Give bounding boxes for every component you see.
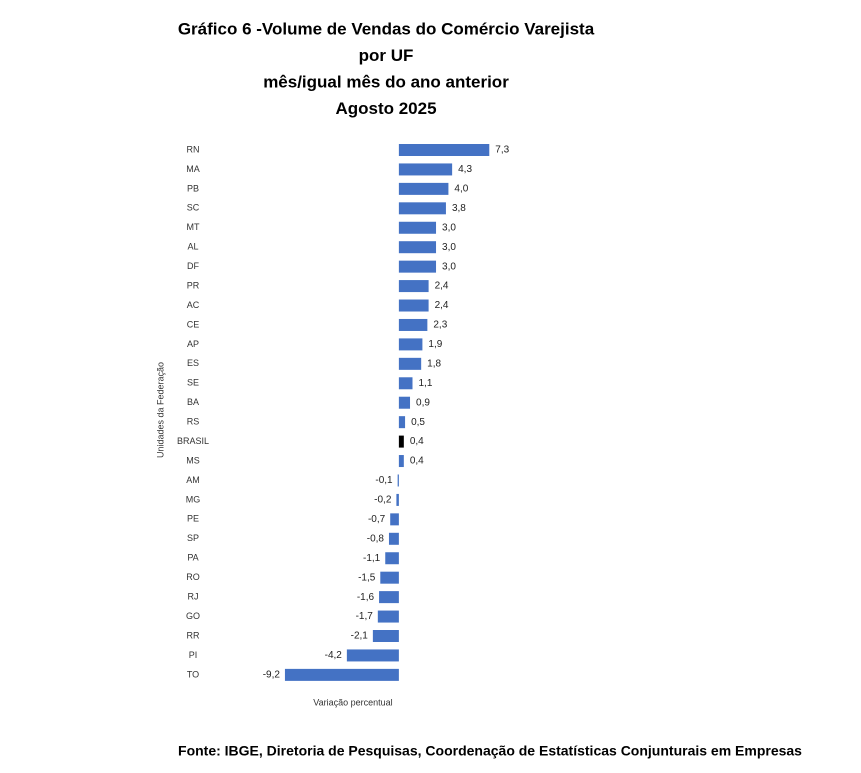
- value-label: 0,4: [410, 456, 424, 467]
- value-label: 0,5: [411, 417, 425, 428]
- value-label: 3,0: [442, 242, 456, 253]
- y-tick-label: RS: [187, 417, 200, 427]
- bar: [398, 416, 406, 429]
- bar: [398, 280, 429, 293]
- y-tick-label: AM: [186, 475, 200, 485]
- chart-title: Gráfico 6 -Volume de Vendas do Comércio …: [178, 19, 595, 38]
- y-tick-label: RO: [186, 572, 200, 582]
- y-tick-label: DF: [187, 261, 199, 271]
- bar: [379, 591, 399, 604]
- value-label: -1,6: [357, 592, 375, 603]
- y-tick-label: MS: [186, 455, 200, 465]
- value-label: -1,5: [358, 572, 376, 583]
- value-label: -9,2: [263, 670, 281, 681]
- chart-title: Agosto 2025: [335, 99, 436, 118]
- bar: [385, 552, 399, 565]
- bar: [398, 182, 449, 195]
- y-tick-label: BA: [187, 397, 199, 407]
- bar: [372, 630, 399, 642]
- y-tick-label: CE: [187, 319, 200, 329]
- y-axis-label: Unidades da Federação: [155, 362, 165, 458]
- y-tick-label: BRASIL: [177, 436, 209, 446]
- bar: [380, 571, 399, 584]
- value-label: 4,3: [458, 164, 472, 175]
- chart-title: mês/igual mês do ano anterior: [263, 72, 509, 91]
- value-label: 3,0: [442, 261, 456, 272]
- y-tick-label: PA: [187, 553, 198, 563]
- bar: [398, 357, 422, 370]
- value-label: 1,1: [419, 378, 433, 389]
- bar: [390, 513, 399, 526]
- y-tick-label: AC: [187, 300, 200, 310]
- bar: [398, 221, 437, 234]
- bar: [398, 435, 404, 448]
- bar: [398, 396, 411, 409]
- value-label: 3,0: [442, 222, 456, 233]
- bar: [398, 144, 490, 156]
- bar: [398, 377, 413, 390]
- value-label: -2,1: [351, 631, 369, 642]
- bar: [398, 260, 437, 273]
- value-label: 2,4: [435, 281, 449, 292]
- y-tick-label: RR: [187, 630, 200, 640]
- value-label: -0,8: [367, 533, 385, 544]
- y-tick-label: AL: [187, 242, 198, 252]
- bar: [398, 318, 428, 331]
- y-tick-label: SE: [187, 378, 199, 388]
- bar: [398, 299, 429, 312]
- y-tick-label: RJ: [188, 591, 199, 601]
- value-label: 3,8: [452, 203, 466, 214]
- y-tick-label: MA: [186, 164, 200, 174]
- value-label: 7,3: [495, 145, 509, 156]
- bar: [388, 532, 399, 545]
- y-tick-label: PI: [189, 650, 198, 660]
- x-axis-label: Variação percentual: [313, 697, 392, 707]
- bar: [398, 202, 446, 215]
- value-label: -1,7: [356, 611, 374, 622]
- value-label: 0,4: [410, 436, 424, 447]
- value-label: 1,8: [427, 358, 441, 369]
- y-tick-label: MT: [187, 222, 200, 232]
- y-tick-label: SP: [187, 533, 199, 543]
- y-tick-label: TO: [187, 669, 199, 679]
- source: Fonte: IBGE, Diretoria de Pesquisas, Coo…: [178, 743, 802, 759]
- value-label: 0,9: [416, 397, 430, 408]
- y-tick-label: RN: [187, 144, 200, 154]
- value-label: -0,7: [368, 514, 386, 525]
- y-tick-label: PR: [187, 280, 200, 290]
- y-tick-label: AP: [187, 339, 199, 349]
- bar: [346, 649, 399, 662]
- value-label: 4,0: [454, 184, 468, 195]
- y-tick-label: ES: [187, 358, 199, 368]
- bar: [377, 610, 399, 623]
- value-label: -0,1: [375, 475, 393, 486]
- y-tick-label: PE: [187, 514, 199, 524]
- bar: [398, 338, 423, 351]
- value-label: 2,3: [433, 320, 447, 331]
- value-label: -1,1: [363, 553, 381, 564]
- value-label: 1,9: [428, 339, 442, 350]
- chart-title: por UF: [359, 46, 414, 65]
- bar: [396, 493, 399, 506]
- bar: [397, 474, 399, 487]
- y-tick-label: SC: [187, 203, 200, 213]
- y-tick-label: GO: [186, 611, 200, 621]
- bar: [398, 241, 437, 254]
- bar: [398, 455, 404, 468]
- bar: [398, 163, 453, 176]
- value-label: -4,2: [325, 650, 343, 661]
- y-tick-label: PB: [187, 183, 199, 193]
- value-label: -0,2: [374, 495, 392, 506]
- y-tick-label: MG: [186, 494, 201, 504]
- bar: [284, 668, 399, 681]
- value-label: 2,4: [435, 300, 449, 311]
